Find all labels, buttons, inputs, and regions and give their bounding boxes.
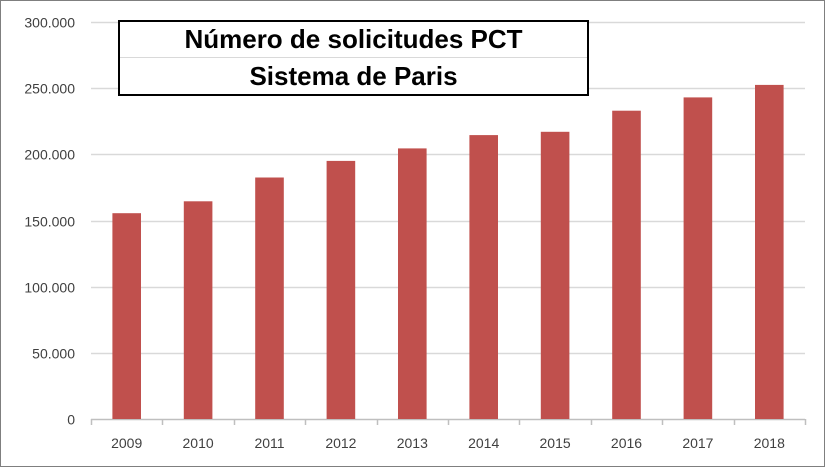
bars (112, 84, 784, 420)
axes (90, 418, 807, 425)
bar-2014 (469, 135, 498, 419)
x-tick-label: 2016 (611, 435, 642, 451)
bar-2010 (183, 201, 213, 419)
bar-2017 (683, 97, 713, 420)
x-tick-label: 2018 (754, 435, 785, 451)
x-tick-label: 2009 (111, 435, 142, 451)
bar-2016 (612, 110, 641, 419)
chart-title-box: Número de solicitudes PCT Sistema de Par… (118, 20, 589, 96)
y-tick-label: 50.000 (32, 346, 75, 362)
y-tick-label: 0 (67, 412, 75, 428)
x-tick-label: 2017 (682, 435, 713, 451)
y-tick-label: 250.000 (24, 81, 75, 97)
y-tick-label: 150.000 (24, 214, 75, 230)
y-tick-label: 100.000 (24, 280, 75, 296)
bar-2013 (398, 148, 427, 419)
y-tick-label: 200.000 (24, 147, 75, 163)
x-tick-label: 2014 (468, 435, 499, 451)
x-tick-label: 2011 (254, 435, 284, 451)
bar-2015 (540, 131, 570, 420)
y-tick-label: 300.000 (24, 15, 75, 31)
bar-2009 (112, 213, 141, 419)
chart-title-line-1: Número de solicitudes PCT (120, 22, 587, 58)
bar-2011 (255, 177, 284, 419)
chart-title-line-2: Sistema de Paris (249, 61, 458, 91)
bar-2012 (326, 160, 356, 419)
x-tick-label: 2010 (183, 435, 214, 451)
x-tick-label: 2013 (397, 435, 428, 451)
x-tick-label: 2015 (540, 435, 571, 451)
x-tick-labels: 2009 2010 2011 2012 2013 2014 2015 2016 2017 2018 (111, 435, 785, 451)
y-tick-labels: 0 50.000 100.000 150.000 200.000 250.000 300.0… (24, 15, 75, 428)
x-tick-label: 2012 (325, 435, 356, 451)
bar-2018 (755, 84, 784, 420)
